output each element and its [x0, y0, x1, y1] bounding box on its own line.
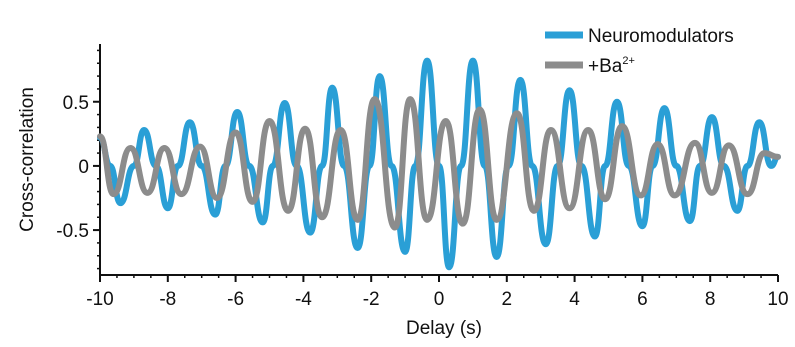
legend-label-ba-base: +Ba [588, 56, 623, 77]
x-tick-label: -6 [227, 289, 244, 310]
y-tick-label: 0 [78, 157, 89, 178]
x-tick-label: 4 [569, 289, 580, 310]
x-axis-title: Delay (s) [406, 318, 482, 339]
legend-label-neuromodulators: Neuromodulators [588, 26, 734, 47]
series-layer [97, 57, 781, 271]
axes: 0.5 0 -0.5 -10 -8 -6 -4 -2 0 2 4 6 8 10 Delay (s) Cross… [17, 44, 789, 339]
x-tick-label: -4 [295, 289, 312, 310]
x-tick-label: 10 [767, 289, 788, 310]
y-axis-title: Cross-correlation [17, 87, 38, 232]
x-tick-label: 6 [637, 289, 648, 310]
legend-label-ba-sup: 2+ [622, 55, 635, 67]
x-tick-label: 2 [502, 289, 513, 310]
x-tick-label: -8 [159, 289, 176, 310]
x-tick-label: 8 [705, 289, 716, 310]
legend-label-ba: +Ba2+ [588, 55, 635, 77]
x-tick-label: -2 [363, 289, 380, 310]
series-line-ba [97, 96, 781, 231]
x-tick-label: -10 [86, 289, 113, 310]
legend: Neuromodulators +Ba2+ [545, 26, 734, 77]
y-tick-label: 0.5 [63, 93, 89, 114]
x-tick-label: 0 [434, 289, 445, 310]
y-tick-label: -0.5 [56, 221, 89, 242]
